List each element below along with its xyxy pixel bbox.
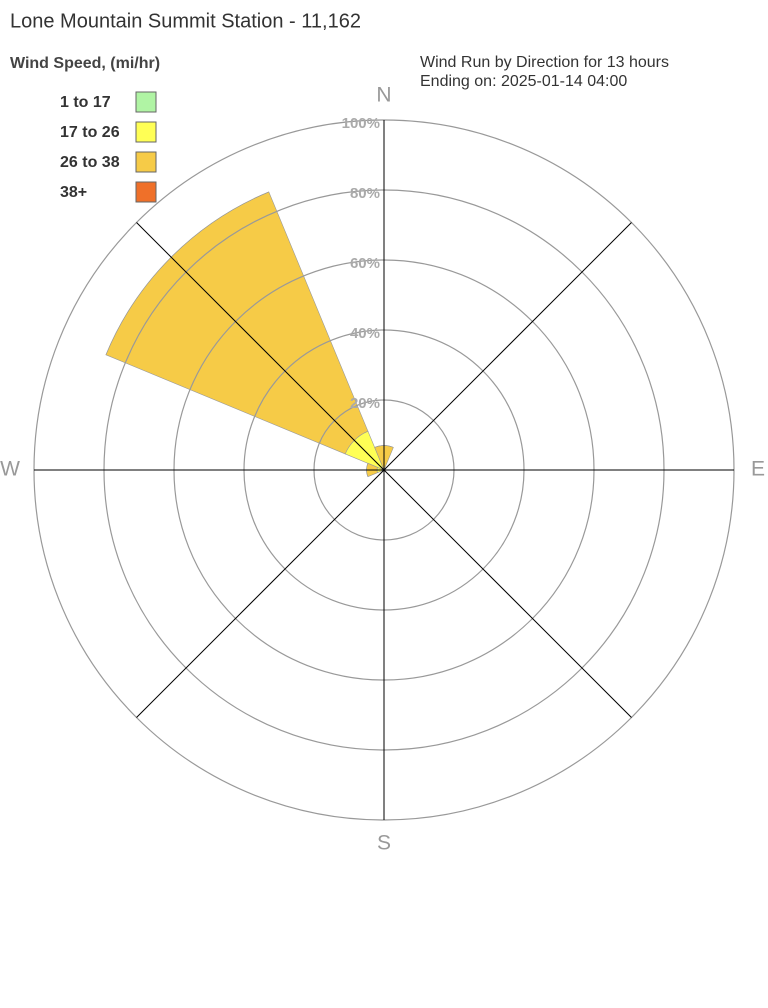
chart-subtitle: Wind Run by Direction for 13 hours [420, 54, 669, 71]
legend-title: Wind Speed, (mi/hr) [10, 55, 160, 72]
compass-label: S [377, 832, 391, 855]
legend-swatch [135, 91, 157, 113]
spoke [383, 222, 632, 471]
wedge [105, 191, 269, 355]
legend-label: 1 to 17 [60, 94, 111, 111]
r-tick-label: 80% [350, 185, 380, 202]
spoke [136, 469, 385, 718]
chart-title: Lone Mountain Summit Station - 11,162 [10, 10, 361, 32]
compass-label: E [751, 458, 765, 481]
wedge [366, 463, 369, 477]
legend-swatch [135, 181, 157, 203]
spoke [383, 469, 632, 718]
r-tick-label: 60% [350, 255, 380, 272]
compass-label: W [0, 458, 20, 481]
legend-label: 38+ [60, 184, 87, 201]
r-tick-label: 40% [350, 325, 380, 342]
legend-label: 26 to 38 [60, 154, 120, 171]
compass-label: N [376, 84, 391, 107]
legend-label: 17 to 26 [60, 124, 120, 141]
r-tick-label: 100% [342, 115, 380, 132]
chart-subtitle: Ending on: 2025-01-14 04:00 [420, 73, 627, 90]
r-tick-label: 20% [350, 395, 380, 412]
spoke [136, 222, 385, 471]
legend-swatch [135, 121, 157, 143]
legend-swatch [135, 151, 157, 173]
